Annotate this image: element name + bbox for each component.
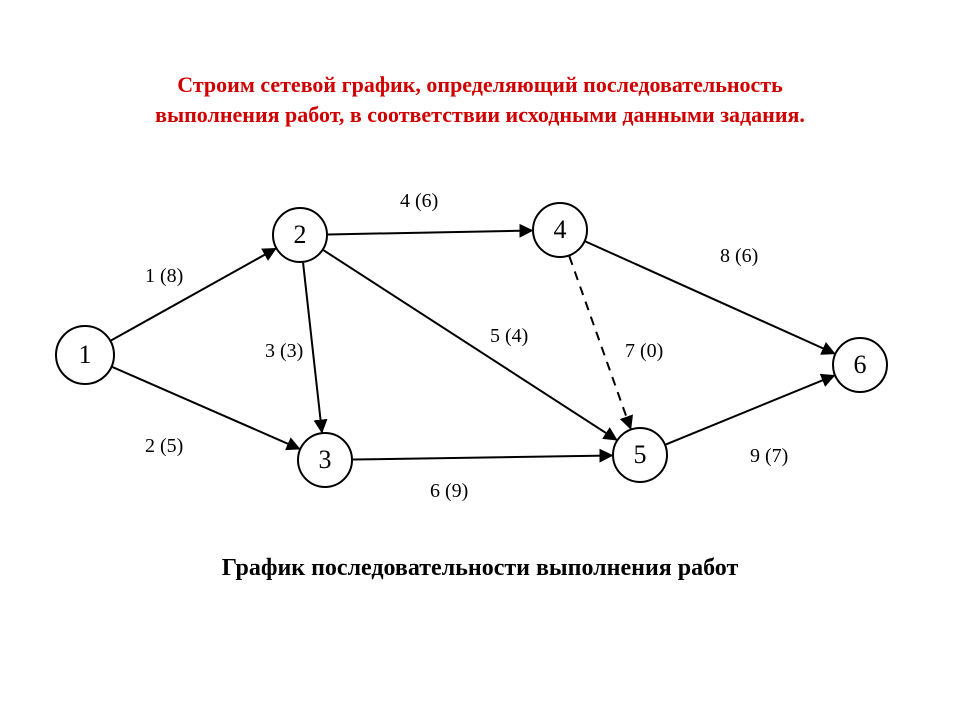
edge — [666, 376, 834, 445]
edge — [586, 241, 835, 353]
title-line-1: Строим сетевой график, определяющий посл… — [177, 72, 782, 97]
edge-label: 3 (3) — [265, 340, 303, 363]
edge-label: 2 (5) — [145, 435, 183, 458]
edge-label: 5 (4) — [490, 325, 528, 348]
edge — [303, 263, 322, 432]
edge-label: 9 (7) — [750, 445, 788, 468]
network-diagram: 1 (8) 2 (5) 3 (3) 4 (6) 5 (4) 6 (9) 7 (0) 8 (6)… — [30, 170, 930, 530]
graph-node: 4 — [532, 202, 588, 258]
edge-label: 1 (8) — [145, 265, 183, 288]
graph-node: 3 — [297, 432, 353, 488]
edge — [569, 256, 630, 428]
graph-node: 5 — [612, 427, 668, 483]
edge — [328, 231, 532, 235]
edge-label: 4 (6) — [400, 190, 438, 213]
edge — [112, 367, 299, 449]
page-title: Строим сетевой график, определяющий посл… — [0, 70, 960, 129]
graph-node: 1 — [55, 325, 115, 385]
edge-label: 8 (6) — [720, 245, 758, 268]
graph-node: 2 — [272, 207, 328, 263]
page: Строим сетевой график, определяющий посл… — [0, 0, 960, 720]
diagram-caption: График последовательности выполнения раб… — [0, 555, 960, 582]
title-line-2: выполнения работ, в соответствии исходны… — [155, 102, 805, 127]
edge — [324, 250, 617, 440]
edge — [353, 455, 612, 459]
graph-node: 6 — [832, 337, 888, 393]
edge-label: 6 (9) — [430, 480, 468, 503]
edge — [111, 249, 275, 341]
edges-layer — [30, 170, 930, 530]
edge-label: 7 (0) — [625, 340, 663, 363]
